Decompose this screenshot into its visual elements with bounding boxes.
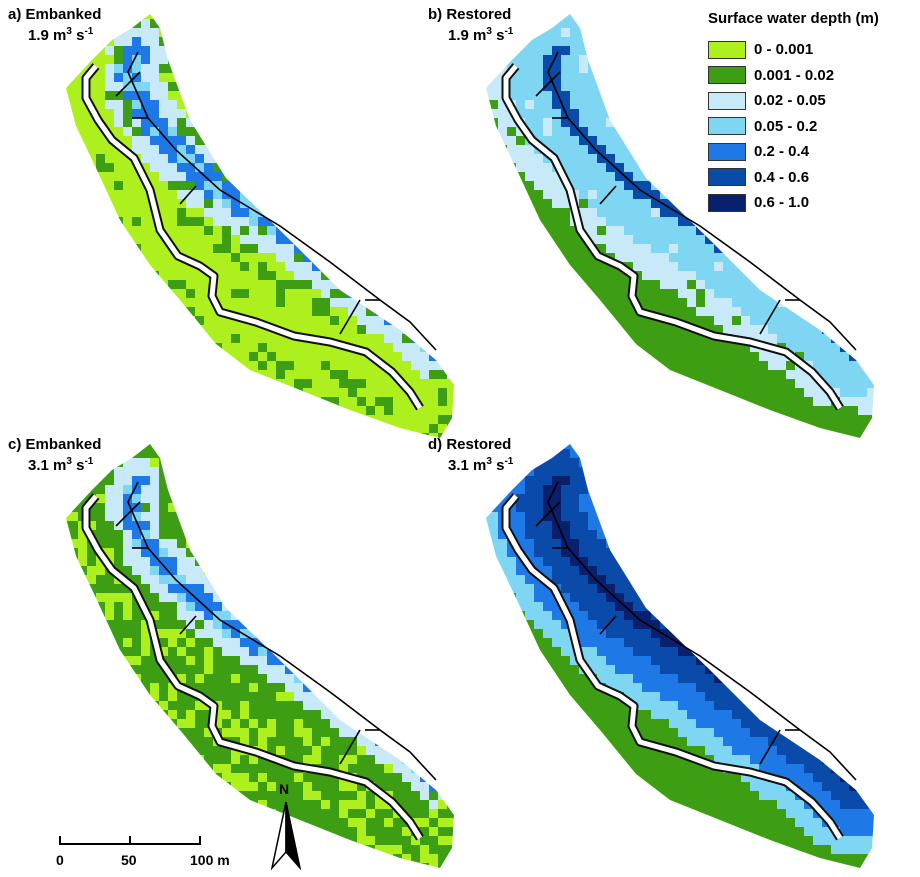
north-arrow-icon: N	[268, 780, 304, 872]
legend-swatch	[708, 143, 746, 161]
legend-swatch	[708, 194, 746, 212]
map-panel-c	[0, 430, 460, 870]
legend-label: 0.001 - 0.02	[754, 67, 834, 84]
legend-swatch	[708, 92, 746, 110]
legend-swatch	[708, 117, 746, 135]
legend-item: 0.6 - 1.0	[708, 190, 879, 216]
scale-label-0: 0	[56, 852, 64, 868]
legend-label: 0 - 0.001	[754, 41, 813, 58]
scale-label-50: 50	[121, 852, 137, 868]
scale-bar-line	[40, 828, 240, 852]
legend-item: 0.05 - 0.2	[708, 114, 879, 140]
map-panel-a	[0, 0, 460, 440]
legend-label: 0.05 - 0.2	[754, 118, 817, 135]
legend-title: Surface water depth (m)	[708, 10, 879, 27]
legend-item: 0.4 - 0.6	[708, 165, 879, 191]
legend-label: 0.4 - 0.6	[754, 169, 809, 186]
legend-item: 0 - 0.001	[708, 37, 879, 63]
legend-swatch	[708, 168, 746, 186]
north-arrow: N	[268, 780, 304, 877]
legend-swatch	[708, 66, 746, 84]
depth-legend: Surface water depth (m) 0 - 0.001 0.001 -…	[708, 10, 879, 216]
legend-label: 0.6 - 1.0	[754, 194, 809, 211]
map-panel-d	[420, 430, 880, 870]
legend-label: 0.02 - 0.05	[754, 92, 826, 109]
legend-item: 0.2 - 0.4	[708, 139, 879, 165]
legend-swatch	[708, 41, 746, 59]
scale-label-100: 100 m	[190, 852, 230, 868]
north-label: N	[279, 781, 289, 797]
scale-bar: 0 50 100 m	[40, 828, 240, 876]
legend-item: 0.001 - 0.02	[708, 63, 879, 89]
legend-item: 0.02 - 0.05	[708, 88, 879, 114]
legend-label: 0.2 - 0.4	[754, 143, 809, 160]
